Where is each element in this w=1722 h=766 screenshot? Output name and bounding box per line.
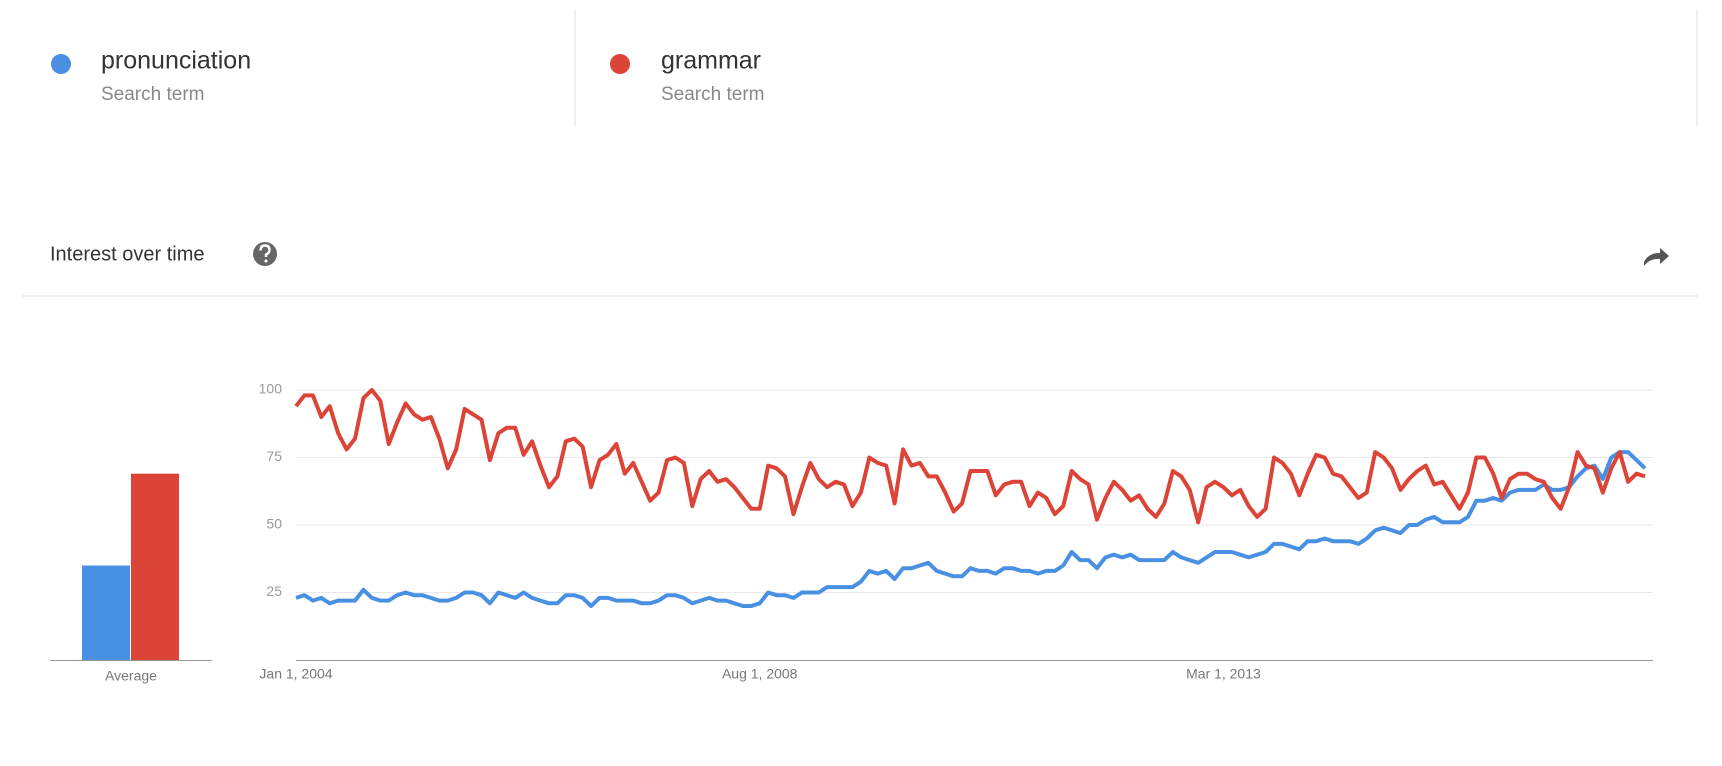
series-line <box>295 450 1647 608</box>
legend-subtitle: Search term <box>101 84 204 105</box>
y-tick-label: 100 <box>259 381 283 397</box>
help-dot[interactable] <box>264 259 268 263</box>
average-bar <box>131 473 179 660</box>
share-icon[interactable] <box>1644 248 1669 266</box>
legend-term[interactable]: grammar <box>661 47 761 75</box>
x-tick-label: Jan 1, 2004 <box>259 666 332 682</box>
help-glyph[interactable] <box>259 244 271 258</box>
y-tick-label: 50 <box>266 516 282 532</box>
help-icon[interactable] <box>253 242 277 266</box>
x-tick-label: Aug 1, 2008 <box>722 666 798 682</box>
y-tick-label: 25 <box>266 583 282 599</box>
average-bar <box>82 565 130 660</box>
series-line <box>294 388 1646 525</box>
legend-dot <box>51 54 71 74</box>
x-tick-label: Mar 1, 2013 <box>1186 666 1261 682</box>
y-tick-label: 75 <box>266 448 282 464</box>
legend-term[interactable]: pronunciation <box>101 47 251 75</box>
legend-dot <box>610 54 630 74</box>
legend-subtitle: Search term <box>661 84 764 105</box>
x-tick-label: Average <box>105 668 157 684</box>
chart-area: Average 25 50 75 100 Jan 1, 2004 Aug 1, 2008 Ma… <box>50 381 1653 684</box>
section-title: Interest over time <box>50 243 205 265</box>
